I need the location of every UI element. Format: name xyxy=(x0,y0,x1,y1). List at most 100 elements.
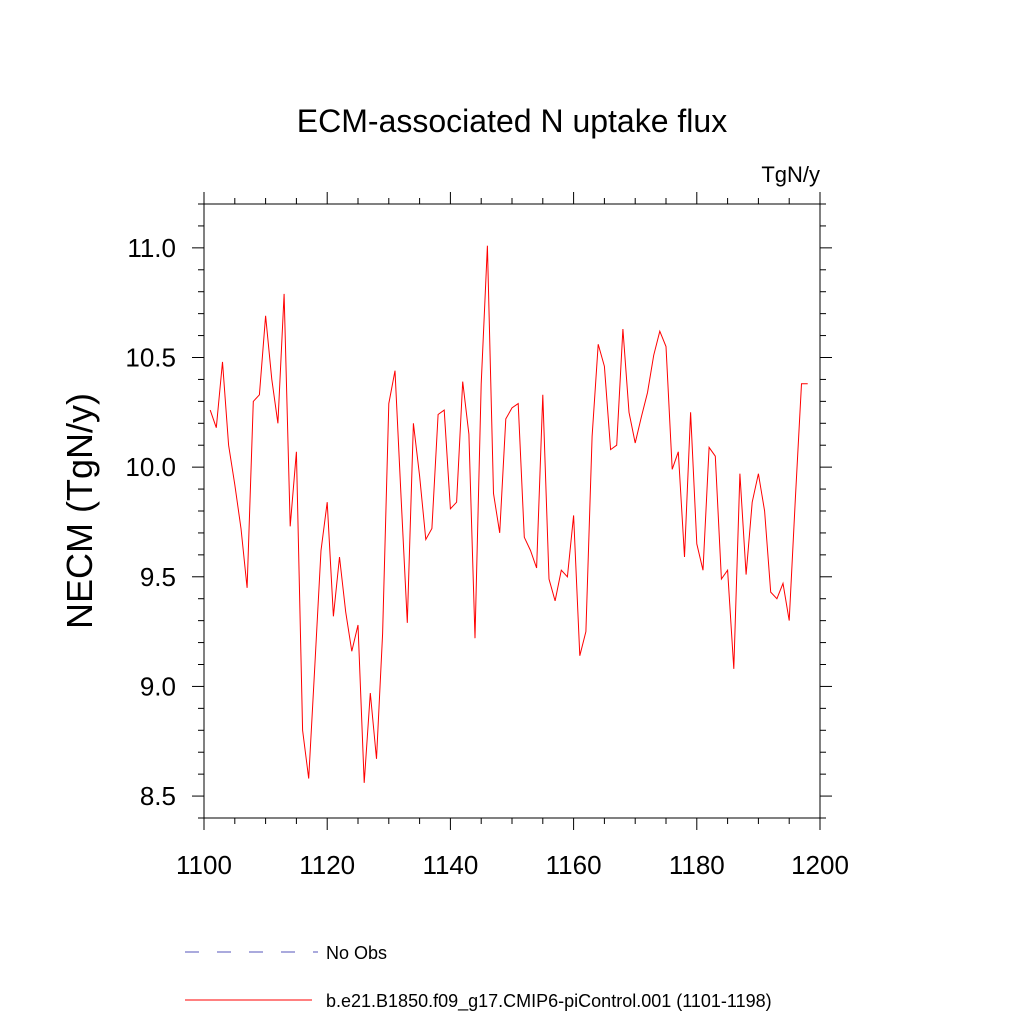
y-tick-label: 8.5 xyxy=(140,781,176,811)
data-point xyxy=(561,570,562,571)
data-point xyxy=(407,622,408,623)
data-point xyxy=(585,631,586,632)
data-point xyxy=(690,412,691,413)
data-point xyxy=(727,570,728,571)
data-point xyxy=(598,344,599,345)
data-point xyxy=(456,502,457,503)
data-point xyxy=(715,456,716,457)
data-point xyxy=(364,782,365,783)
data-point xyxy=(468,434,469,435)
x-tick-label: 1160 xyxy=(546,850,602,880)
data-point xyxy=(222,361,223,362)
data-point xyxy=(702,570,703,571)
data-point xyxy=(807,383,808,384)
data-point xyxy=(758,473,759,474)
data-point xyxy=(733,668,734,669)
data-point xyxy=(635,442,636,443)
data-point xyxy=(795,497,796,498)
data-point xyxy=(370,692,371,693)
data-point xyxy=(721,578,722,579)
data-point xyxy=(548,578,549,579)
plot-frame xyxy=(203,203,821,819)
data-point xyxy=(628,412,629,413)
data-point xyxy=(567,576,568,577)
data-point xyxy=(253,401,254,402)
data-point xyxy=(382,633,383,634)
units-label: TgN/y xyxy=(761,162,820,187)
data-point xyxy=(333,616,334,617)
x-tick-label: 1140 xyxy=(422,850,478,880)
data-point xyxy=(481,383,482,384)
x-tick-label: 1200 xyxy=(791,850,849,880)
data-point xyxy=(493,493,494,494)
y-tick-label: 10.0 xyxy=(125,452,176,482)
data-point xyxy=(401,497,402,498)
data-point xyxy=(487,245,488,246)
data-point xyxy=(518,403,519,404)
y-tick-label: 10.5 xyxy=(125,343,176,373)
x-tick-label: 1180 xyxy=(669,850,725,880)
data-point xyxy=(511,407,512,408)
data-point xyxy=(462,381,463,382)
series-lines xyxy=(209,245,808,783)
data-point xyxy=(505,418,506,419)
data-point xyxy=(277,423,278,424)
data-point xyxy=(320,550,321,551)
data-point xyxy=(653,355,654,356)
data-point xyxy=(388,403,389,404)
data-point xyxy=(376,758,377,759)
y-tick-label: 11.0 xyxy=(127,233,176,263)
data-point xyxy=(259,394,260,395)
data-point xyxy=(357,624,358,625)
data-point xyxy=(536,567,537,568)
data-point xyxy=(314,664,315,665)
data-point xyxy=(641,416,642,417)
data-point xyxy=(659,331,660,332)
y-tick-label: 9.5 xyxy=(140,562,176,592)
data-point xyxy=(302,730,303,731)
data-point xyxy=(431,528,432,529)
data-point xyxy=(764,510,765,511)
data-point xyxy=(247,587,248,588)
data-point xyxy=(450,508,451,509)
legend-label-picontrol: b.e21.B1850.f09_g17.CMIP6-piControl.001 … xyxy=(326,991,772,1012)
data-point xyxy=(579,655,580,656)
data-point xyxy=(425,539,426,540)
axis-tick-labels: 1100 1120 1140 1160 1180 1200 8.5 9.0 9.5 10.0 10.… xyxy=(125,233,849,880)
data-point xyxy=(210,410,211,411)
data-point xyxy=(739,473,740,474)
data-point xyxy=(394,370,395,371)
data-point xyxy=(240,528,241,529)
x-tick-label: 1100 xyxy=(176,850,232,880)
data-point xyxy=(745,574,746,575)
data-point xyxy=(782,583,783,584)
data-point xyxy=(234,484,235,485)
data-point xyxy=(265,315,266,316)
data-point xyxy=(499,532,500,533)
axis-ticks xyxy=(192,192,832,830)
legend: No Obs b.e21.B1850.f09_g17.CMIP6-piContr… xyxy=(185,943,772,1012)
data-point xyxy=(752,502,753,503)
data-point xyxy=(413,423,414,424)
data-point xyxy=(555,600,556,601)
data-point xyxy=(345,611,346,612)
y-tick-label: 9.0 xyxy=(140,671,176,701)
data-point xyxy=(271,379,272,380)
data-point xyxy=(591,436,592,437)
data-point xyxy=(228,445,229,446)
data-point xyxy=(647,392,648,393)
data-point xyxy=(672,469,673,470)
data-point xyxy=(684,556,685,557)
data-point xyxy=(296,451,297,452)
data-point xyxy=(327,502,328,503)
data-point xyxy=(801,383,802,384)
data-point xyxy=(610,449,611,450)
y-axis-label: NECM (TgN/y) xyxy=(59,393,100,629)
data-point xyxy=(776,598,777,599)
data-point xyxy=(604,366,605,367)
data-point xyxy=(339,556,340,557)
data-point xyxy=(530,550,531,551)
data-point xyxy=(678,451,679,452)
data-point xyxy=(290,526,291,527)
